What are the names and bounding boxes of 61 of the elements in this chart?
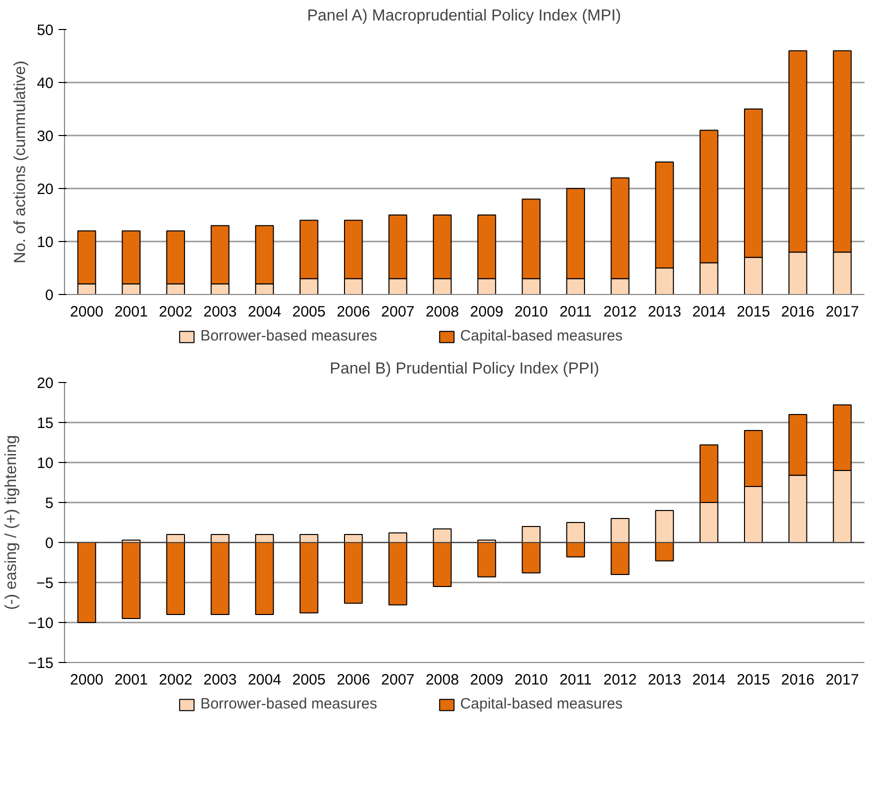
y-tick-label: 30	[36, 128, 54, 145]
legend-label: Capital-based measures	[460, 328, 623, 344]
x-tick-label: 2016	[781, 672, 815, 688]
x-tick-label: 2016	[781, 304, 815, 320]
x-tick-label: 2013	[648, 672, 682, 688]
x-tick-label: 2012	[603, 304, 637, 320]
x-tick-label: 2000	[70, 672, 104, 688]
y-tick-label: 20	[36, 375, 54, 392]
legend-label: Borrower-based measures	[200, 696, 378, 712]
x-tick-label: 2003	[203, 672, 237, 688]
x-tick-label: 2001	[114, 304, 148, 320]
y-tick-label: 10	[36, 234, 54, 251]
y-tick-label: 5	[45, 495, 54, 512]
x-tick-label: 2013	[648, 304, 682, 320]
bar	[77, 542, 96, 623]
y-tick-label: 15	[36, 415, 54, 432]
x-tick-label: 2010	[514, 672, 548, 688]
y-axis-title: (-) easing / (+) tightening	[3, 435, 20, 610]
y-axis-title: No. of actions (cummulative)	[12, 60, 29, 264]
x-tick-label: 2001	[114, 672, 148, 688]
x-tick-label: 2002	[158, 672, 192, 688]
bar	[477, 542, 496, 578]
y-tick-label: 10	[36, 455, 54, 472]
x-tick-label: 2008	[426, 672, 459, 688]
x-tick-label: 2011	[559, 304, 592, 320]
x-tick-label: 2009	[470, 304, 504, 320]
x-tick-label: 2014	[692, 304, 726, 320]
x-tick-label: 2011	[559, 672, 592, 688]
y-tick-label: −5	[36, 575, 54, 592]
bar	[122, 542, 141, 619]
legend-label: Borrower-based measures	[200, 328, 378, 344]
x-tick-label: 2003	[203, 304, 237, 320]
x-tick-label: 2015	[736, 672, 770, 688]
x-tick-label: 2007	[381, 672, 415, 688]
y-tick-label: 0	[45, 535, 54, 552]
y-tick-label: 0	[45, 287, 54, 304]
y-tick-label: 20	[36, 181, 54, 198]
x-tick-label: 2006	[336, 672, 370, 688]
x-tick-label: 2004	[248, 672, 282, 688]
y-tick-label: −15	[28, 655, 54, 672]
x-tick-label: 2004	[248, 304, 282, 320]
x-tick-label: 2017	[826, 304, 859, 320]
x-tick-label: 2005	[292, 672, 326, 688]
y-tick-label: 40	[36, 75, 54, 92]
x-tick-label: 2010	[514, 304, 548, 320]
x-tick-label: 2015	[736, 304, 770, 320]
x-tick-label: 2000	[70, 304, 104, 320]
legend-label: Capital-based measures	[460, 696, 623, 712]
y-tick-label: −10	[28, 615, 54, 632]
x-tick-label: 2002	[158, 304, 192, 320]
x-tick-label: 2009	[470, 672, 504, 688]
y-tick-label: 50	[36, 22, 54, 39]
x-tick-label: 2014	[692, 672, 726, 688]
x-tick-label: 2012	[603, 672, 637, 688]
x-tick-label: 2008	[426, 304, 459, 320]
x-tick-label: 2017	[826, 672, 859, 688]
chart-title: Panel B) Prudential Policy Index (PPI)	[330, 360, 600, 378]
chart-title: Panel A) Macroprudential Policy Index (MPI)	[307, 8, 622, 24]
x-tick-label: 2005	[292, 304, 326, 320]
x-tick-label: 2007	[381, 304, 415, 320]
x-tick-label: 2006	[336, 304, 370, 320]
